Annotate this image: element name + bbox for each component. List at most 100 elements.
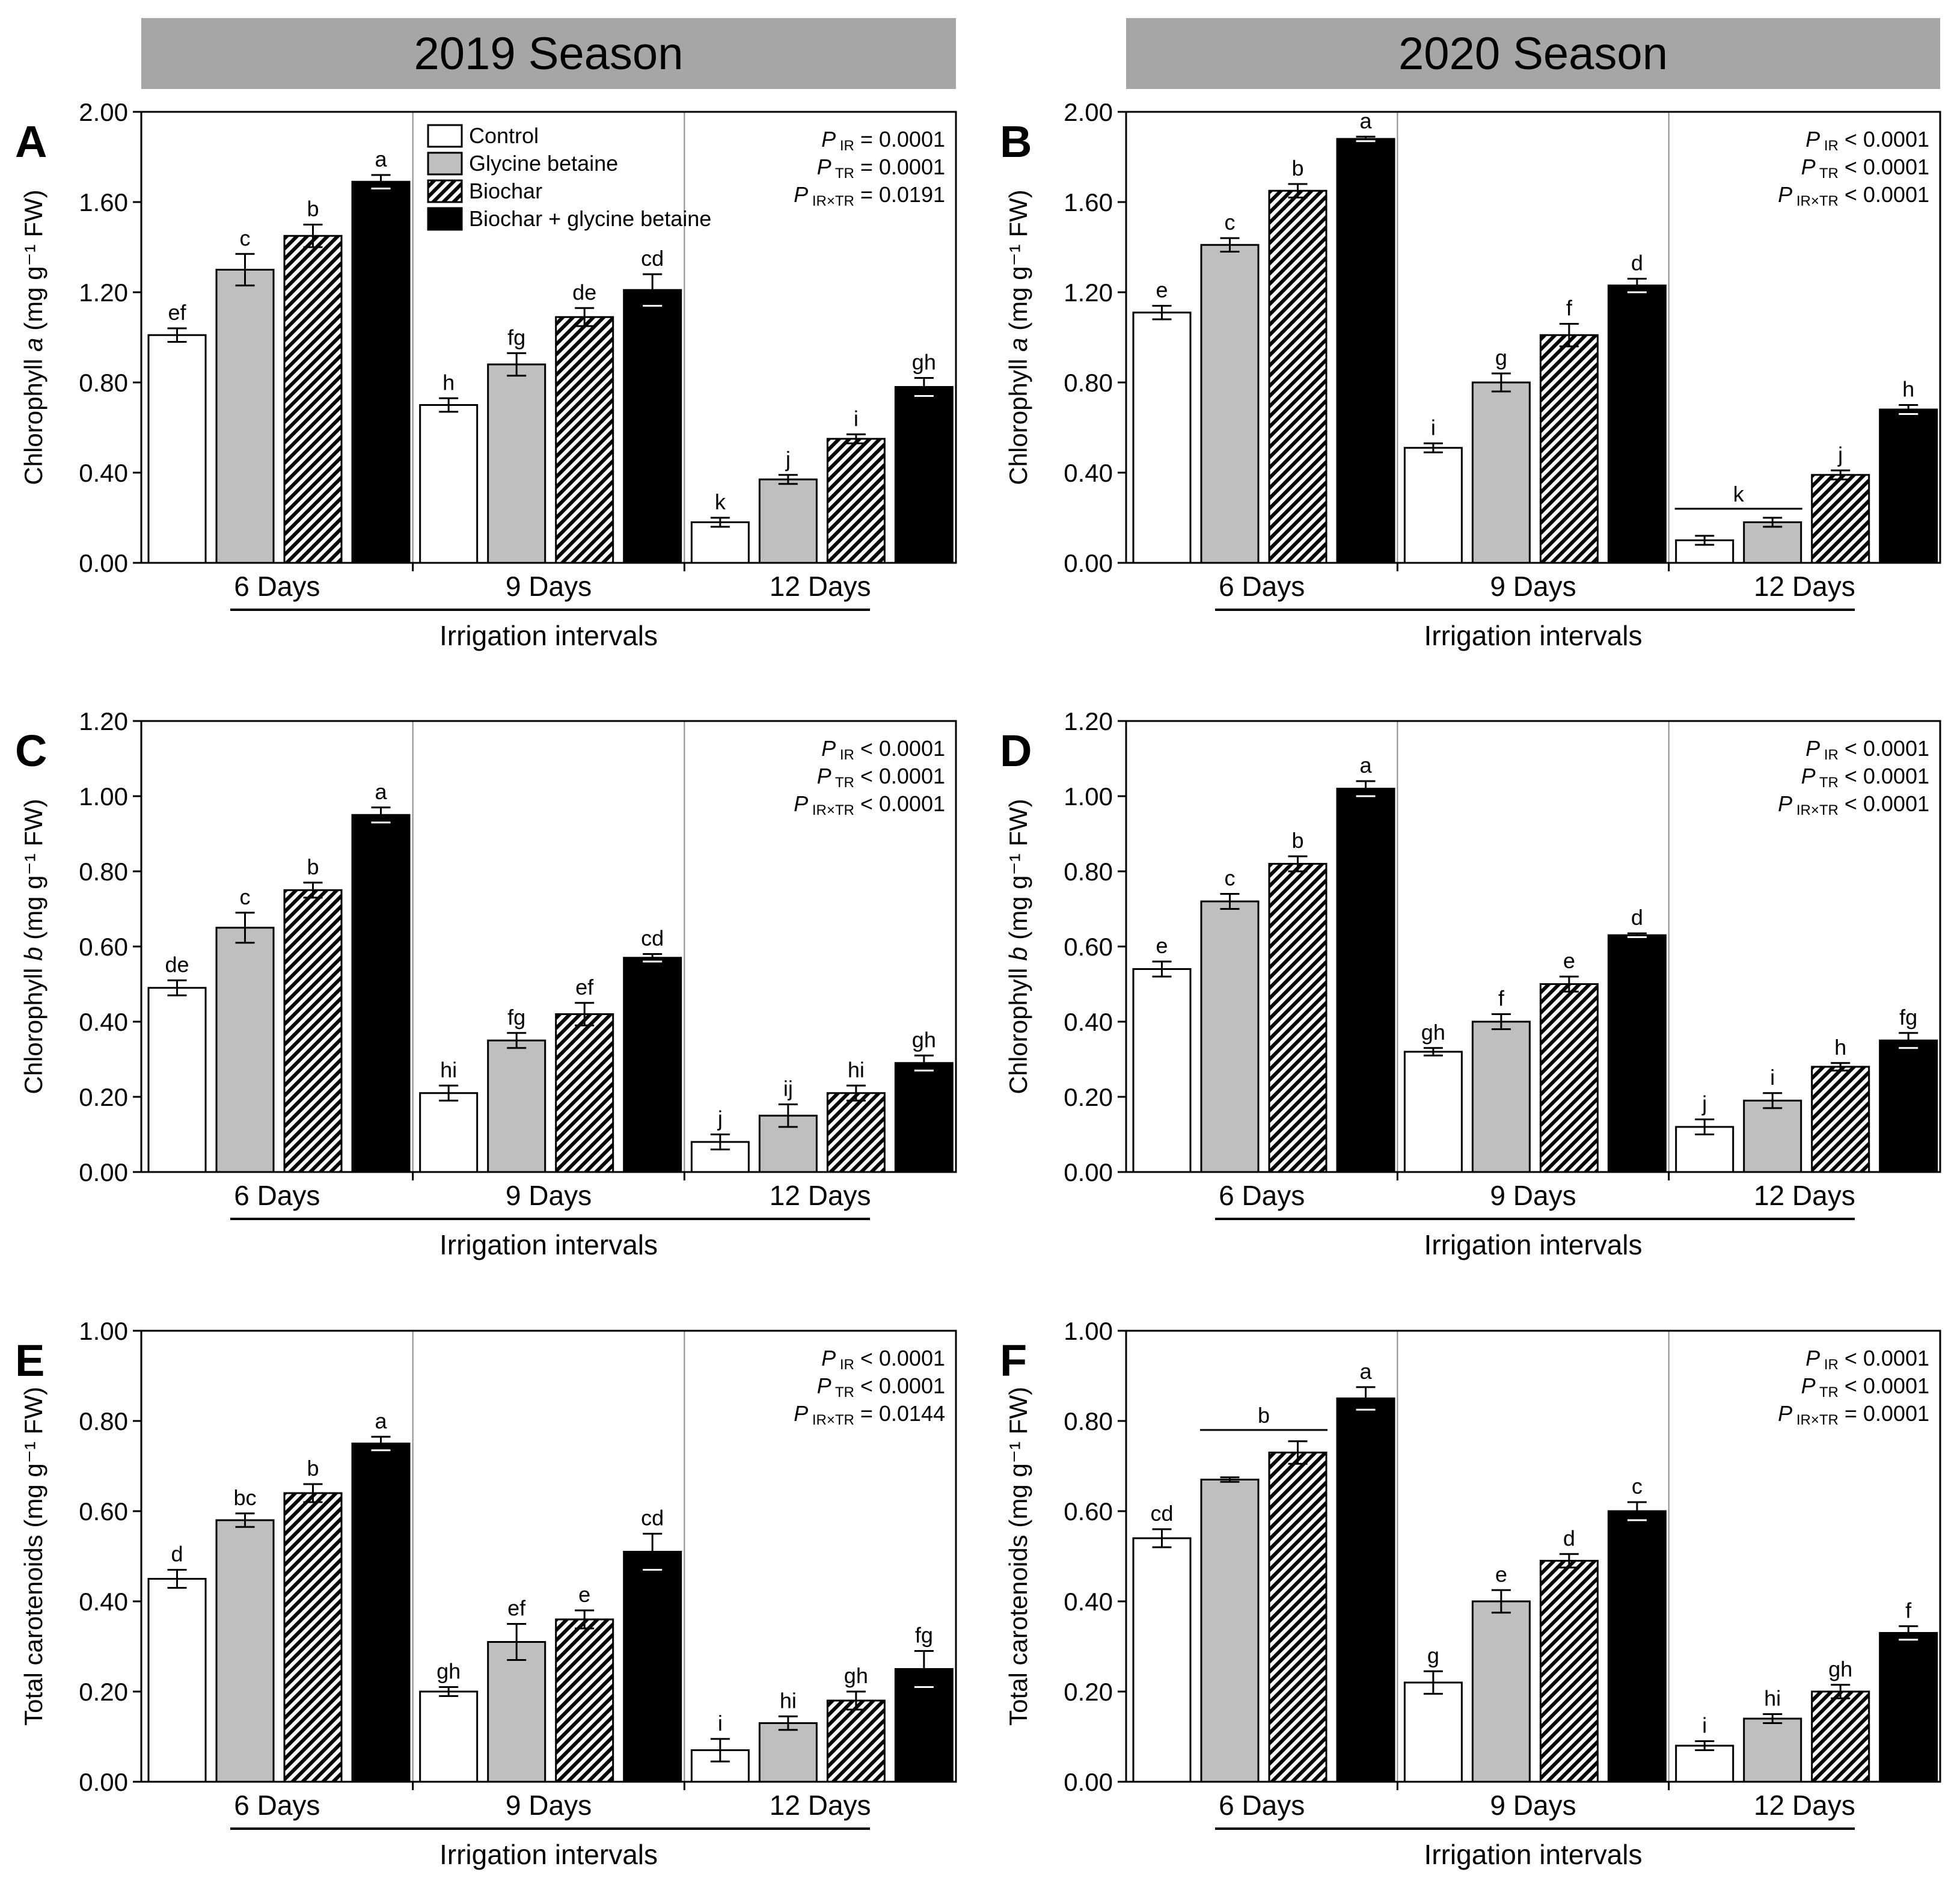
y-axis-label: Total carotenoids (mg g⁻¹ FW) [1004,1387,1032,1726]
bar-biochar-glycine-betaine [623,957,682,1173]
significance-letter: f [1498,986,1505,1011]
x-category-label: 12 Days [1754,571,1855,602]
p-symbol: P [817,155,831,179]
bar-control [147,987,207,1173]
y-tick-label: 0.40 [1064,1588,1113,1616]
y-axis-label-main: Chlorophyll [19,352,47,485]
significance-letter: a [1359,108,1372,133]
bar-biochar [1539,334,1599,564]
p-symbol: P [821,127,836,152]
bar-control [419,1092,479,1173]
bar-glycine-betaine [1200,900,1260,1173]
significance-letter: j [1837,442,1843,467]
p-symbol: P [821,736,836,761]
significance-letter: bc [233,1485,256,1510]
significance-letter: a [1359,1359,1372,1384]
y-tick-label: 0.40 [79,1008,128,1036]
p-value-text: < 0.0001 [854,1373,945,1398]
significance-letter: d [171,1542,183,1566]
y-tick-label: 1.20 [79,278,128,307]
y-axis-label-italic: a [19,331,47,352]
bar-biochar [1811,1066,1870,1173]
significance-letter: gh [1421,1020,1445,1045]
bar-control [1403,447,1463,564]
bar-biochar [1539,1560,1599,1783]
x-category-label: 6 Days [234,1790,320,1821]
y-tick-label: 0.20 [79,1678,128,1706]
p-value-text: = 0.0001 [854,155,945,179]
x-axis-label: Irrigation intervals [1424,620,1642,651]
bar-glycine-betaine [1743,1099,1802,1173]
bar-biochar [283,889,343,1173]
bar-control [1132,968,1192,1173]
bar-biochar [1268,863,1328,1173]
p-value: P TR < 0.0001 [1801,1373,1929,1401]
significance-letter: fg [915,1623,933,1648]
bar-glycine-betaine [1471,381,1531,564]
significance-letter: ef [168,300,186,325]
bar-biochar-glycine-betaine [1336,138,1395,564]
p-symbol: P [794,1401,808,1426]
bar-biochar-glycine-betaine [1607,1510,1667,1783]
p-symbol: P [821,1346,836,1370]
p-subscript: IR [1820,138,1839,154]
bar-biochar [826,1092,886,1173]
significance-letter: hi [1764,1686,1781,1711]
p-subscript: TR [831,165,854,182]
y-axis-label-italic: b [19,940,47,961]
significance-letter: a [1359,753,1372,778]
significance-letter: e [1156,278,1168,302]
significance-letter: gh [912,1027,936,1052]
x-category-label: 6 Days [1219,571,1305,602]
significance-letter: b [307,854,319,879]
bar-glycine-betaine [487,1641,547,1783]
y-tick-label: 0.00 [1064,1158,1113,1186]
p-symbol: P [794,182,808,207]
p-value: P IR×TR < 0.0001 [1778,182,1929,209]
significance-letter: b [307,197,319,221]
bar-glycine-betaine [215,927,275,1173]
bar-biochar-glycine-betaine [1336,788,1395,1173]
p-subscript: IR [836,1357,854,1373]
significance-letter: b [1291,828,1303,853]
y-axis-label-main: Total carotenoids [1004,1528,1032,1726]
legend-label-biochar-glycine-betaine: Biochar + glycine betaine [469,206,711,231]
p-value: P TR < 0.0001 [1801,155,1929,182]
y-tick-label: 0.40 [1064,1008,1113,1036]
significance-letter: gh [1828,1657,1852,1681]
y-axis-label-unit: (mg g⁻¹ FW) [19,799,47,939]
p-symbol: P [1778,791,1792,816]
y-axis-label-main: Chlorophyll [19,961,47,1094]
bar-biochar [1811,1690,1870,1783]
bar-biochar-glycine-betaine [1879,408,1938,564]
significance-letter: cd [1150,1501,1173,1526]
bar-biochar [1811,474,1870,564]
y-tick-label: 1.20 [79,707,128,735]
p-value-text: < 0.0001 [1839,736,1929,761]
p-value-text: = 0.0191 [854,182,945,207]
significance-letter: a [375,147,387,171]
p-subscript: IR×TR [1792,1412,1839,1428]
p-subscript: TR [831,1384,854,1401]
bar-glycine-betaine [487,1039,547,1173]
x-category-label: 9 Days [506,1180,592,1211]
significance-letter: b [1258,1403,1270,1428]
p-value: P IR×TR = 0.0191 [794,182,945,209]
p-symbol: P [1801,1373,1816,1398]
bar-glycine-betaine [1471,1600,1531,1783]
significance-letter: de [572,280,596,304]
significance-letter: j [785,447,791,471]
bar-biochar-glycine-betaine [1607,284,1667,564]
legend-swatch-glycine-betaine [427,152,463,176]
p-subscript: IR [836,747,854,763]
p-symbol: P [1778,182,1792,207]
p-value-text: < 0.0001 [1839,791,1929,816]
significance-letter: e [1156,933,1168,958]
x-category-label: 9 Days [506,571,592,602]
significance-letter: e [1495,1562,1507,1586]
p-symbol: P [1801,155,1816,179]
p-subscript: IR×TR [808,193,854,209]
p-subscript: IR [1820,747,1839,763]
